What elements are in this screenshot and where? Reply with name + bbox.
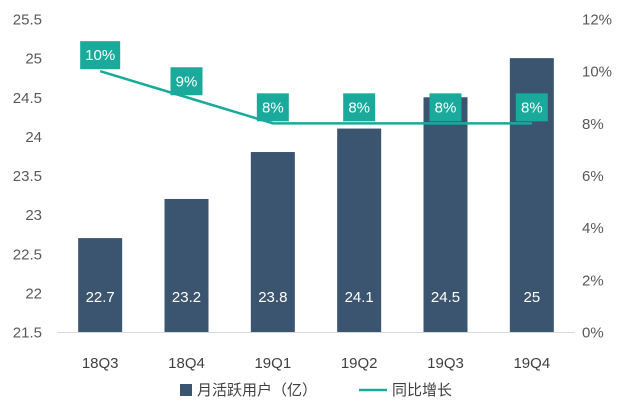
- x-tick-label: 18Q4: [168, 355, 205, 372]
- legend-bar-swatch: [180, 384, 192, 396]
- line-label-19Q1: 8%: [256, 93, 289, 122]
- line-label-box: [429, 93, 462, 122]
- y-left-tick-label: 24: [25, 129, 42, 146]
- line-label-19Q3: 8%: [429, 93, 462, 122]
- bar-18Q4: [164, 198, 209, 332]
- legend-bar-label: 月活跃用户（亿）: [197, 382, 317, 399]
- x-tick-label: 18Q3: [82, 355, 119, 372]
- y-left-tick-label: 21.5: [13, 325, 42, 342]
- line-value-label: 8%: [348, 99, 370, 116]
- line-label-box: [170, 67, 203, 96]
- line-label-18Q3: 10%: [80, 41, 121, 70]
- y-right-tick-label: 4%: [582, 220, 604, 237]
- y-left-tick-label: 23.5: [13, 168, 42, 185]
- y-right-tick-label: 0%: [582, 325, 604, 342]
- y-right-tick-label: 10%: [582, 64, 612, 81]
- bar-value-label: 24.5: [431, 289, 460, 306]
- bar-value-label: 25: [523, 289, 540, 306]
- line-label-19Q2: 8%: [343, 93, 376, 122]
- legend-line-label: 同比增长: [392, 382, 452, 399]
- y-right-tick-label: 12%: [582, 12, 612, 29]
- line-label-18Q4: 9%: [170, 67, 203, 96]
- legend: 月活跃用户（亿） 同比增长: [180, 382, 452, 399]
- axes: 21.52222.52323.52424.52525.50%2%4%6%8%10…: [13, 12, 612, 373]
- line-value-label: 9%: [176, 73, 198, 90]
- bar-19Q3: [423, 97, 468, 332]
- y-left-tick-label: 23: [25, 207, 42, 224]
- y-right-tick-label: 2%: [582, 272, 604, 289]
- bar-series: [78, 58, 554, 332]
- line-label-19Q4: 8%: [515, 93, 548, 122]
- x-tick-label: 19Q4: [513, 355, 550, 372]
- bar-data-labels: 22.7 23.2 23.8 24.1 24.5 25: [86, 289, 541, 306]
- y-left-tick-label: 24.5: [13, 90, 42, 107]
- line-label-box: [343, 93, 376, 122]
- y-left-tick-label: 22.5: [13, 246, 42, 263]
- line-data-labels: 10% 9% 8% 8% 8% 8%: [80, 41, 548, 122]
- line-value-label: 10%: [85, 47, 115, 64]
- y-left-tick-label: 22: [25, 285, 42, 302]
- y-left-tick-label: 25.5: [13, 12, 42, 29]
- y-right-tick-label: 8%: [582, 116, 604, 133]
- bar-value-label: 23.2: [172, 289, 201, 306]
- line-label-box: [256, 93, 289, 122]
- bar-18Q3: [78, 238, 123, 332]
- bar-19Q2: [337, 128, 382, 332]
- x-tick-label: 19Q3: [427, 355, 464, 372]
- x-tick-label: 19Q2: [341, 355, 378, 372]
- y-right-tick-label: 6%: [582, 168, 604, 185]
- bar-value-label: 24.1: [345, 289, 374, 306]
- y-left-tick-label: 25: [25, 51, 42, 68]
- bar-value-label: 22.7: [86, 289, 115, 306]
- line-value-label: 8%: [521, 99, 543, 116]
- line-label-box: [80, 41, 121, 70]
- x-tick-label: 19Q1: [254, 355, 291, 372]
- bar-19Q1: [250, 152, 295, 332]
- line-value-label: 8%: [262, 99, 284, 116]
- line-value-label: 8%: [435, 99, 457, 116]
- line-label-box: [515, 93, 548, 122]
- bar-value-label: 23.8: [258, 289, 287, 306]
